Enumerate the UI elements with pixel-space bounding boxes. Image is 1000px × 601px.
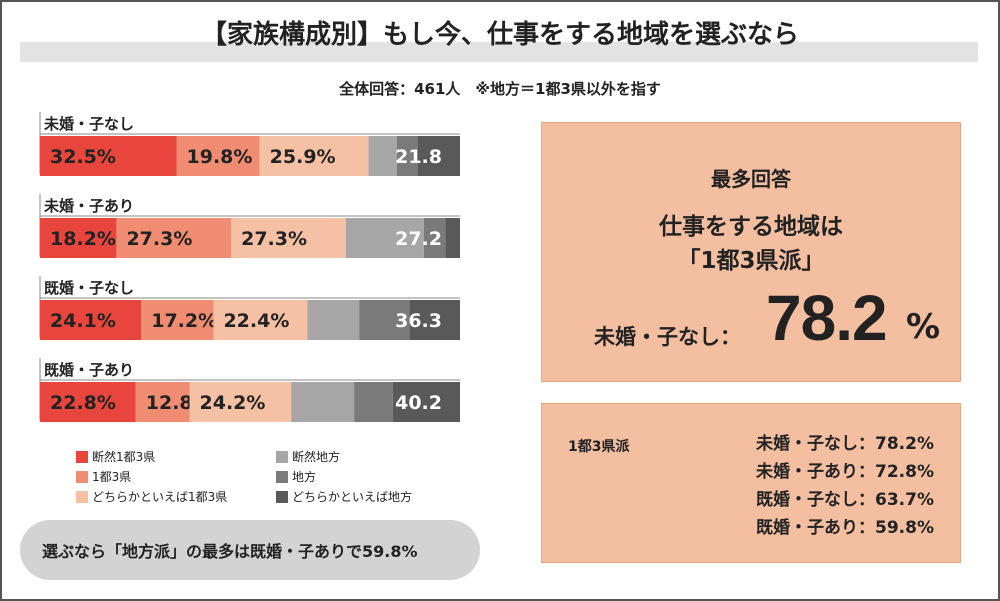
bar-value-label: 22.8% [50,392,116,414]
bar-segment [40,136,177,176]
metro-share-row: 既婚・子あり：59.8% [756,518,934,538]
legend-label: 断然1都3県 [92,450,156,464]
legend-swatch [276,490,288,503]
bar-value-label: 25.9% [270,146,336,168]
bar-value-label: 27.3% [241,228,307,250]
page-title: 【家族構成別】もし今、仕事をする地域を選ぶなら [200,20,799,50]
bar-value-label: 27.3% [126,228,192,250]
category-label: 既婚・子あり [44,361,134,379]
chart-legend: 断然1都3県 1都3県どちらかといえば1都3県 断然地方地方どちらかといえば地方 [76,448,476,508]
bar-segment [141,300,214,340]
legend-label: 地方 [292,470,317,484]
metro-share-row: 未婚・子なし：78.2% [756,434,934,454]
metro-share-row: 未婚・子あり：72.8% [756,462,934,482]
bar-segment [354,382,393,422]
bar-value-label: 24.2% [200,392,266,414]
legend-swatch [76,450,88,463]
bar-segment [307,300,360,340]
bar-segment [409,300,460,340]
legend-item: 1都3県 [76,468,131,485]
metro-share-box: 1都3県派 未婚・子なし：78.2% 未婚・子あり：72.8% 既婚・子なし：6… [541,403,961,563]
note-pill: 選ぶなら「地方派」の最多は既婚・子ありで59.8% [20,520,480,580]
legend-label: どちらかといえば1都3県 [92,490,228,504]
top-answer-value: 78.2 [766,282,888,354]
bar-segment [135,382,190,422]
bar-value-label: 24.1% [50,310,116,332]
bar-segment [231,218,346,258]
legend-swatch [276,470,288,483]
bar-segment [392,382,460,422]
top-answer-unit: % [906,307,941,347]
bar-value-label: 36.3 [395,310,442,332]
bar-value-label: 22.4% [223,310,289,332]
legend-label: 1都3県 [92,470,132,484]
bar-segment [423,218,446,258]
bar-segment [189,382,292,422]
bar-value-label: 32.5% [50,146,116,168]
page-subtitle: 全体回答：461人 ※地方＝1都3県以外を指す [339,80,661,98]
bar-segment [40,218,117,258]
legend-label: どちらかといえば地方 [292,490,413,504]
bar-segment [418,136,460,176]
category-label: 未婚・子あり [43,197,134,215]
bar-segment [397,136,418,176]
bar-value-label: 27.2 [395,228,442,250]
metro-share-label: 1都3県派 [568,439,630,455]
bar-segment [259,136,369,176]
title-underline-bar [20,42,978,62]
legend-swatch [76,470,88,483]
metro-share-row: 既婚・子なし：63.7% [756,490,934,510]
bar-value-label: 21.8 [395,146,442,168]
bar-segment [40,300,142,340]
bar-value-label: 17.2% [151,310,217,332]
bar-segment [176,136,260,176]
top-answer-box: 最多回答 仕事をする地域は 「1都3県派」 未婚・子なし： 78.2 % [541,122,961,382]
bar-segment [445,218,460,258]
bar-segment [40,382,136,422]
top-answer-line2: 「1都3県派」 [677,248,825,274]
top-answer-label: 未婚・子なし： [594,325,741,349]
legend-item: どちらかといえば地方 [276,488,412,505]
bar-segment [345,218,424,258]
metro-share-rows: 未婚・子なし：78.2% 未婚・子あり：72.8% 既婚・子なし：63.7% 既… [756,430,934,542]
legend-swatch [276,450,288,463]
legend-item: 地方 [276,468,316,485]
bar-value-label: 40.2 [395,392,442,414]
bar-segment [359,300,410,340]
legend-swatch [76,490,88,503]
bar-segment [291,382,355,422]
top-answer-line1: 仕事をする地域は [659,214,843,240]
legend-label: 断然地方 [292,450,341,464]
bar-segment [116,218,232,258]
top-answer-heading: 最多回答 [711,167,791,191]
legend-item: 断然地方 [276,448,340,465]
bar-value-label: 18.2% [50,228,116,250]
category-label: 既婚・子なし [44,279,134,297]
legend-item: 断然1都3県 [76,448,155,465]
bar-segment [213,300,308,340]
bar-value-label: 19.8% [187,146,253,168]
legend-item: どちらかといえば1都3県 [76,488,227,505]
category-label: 未婚・子なし [43,115,134,133]
bar-segment [368,136,397,176]
